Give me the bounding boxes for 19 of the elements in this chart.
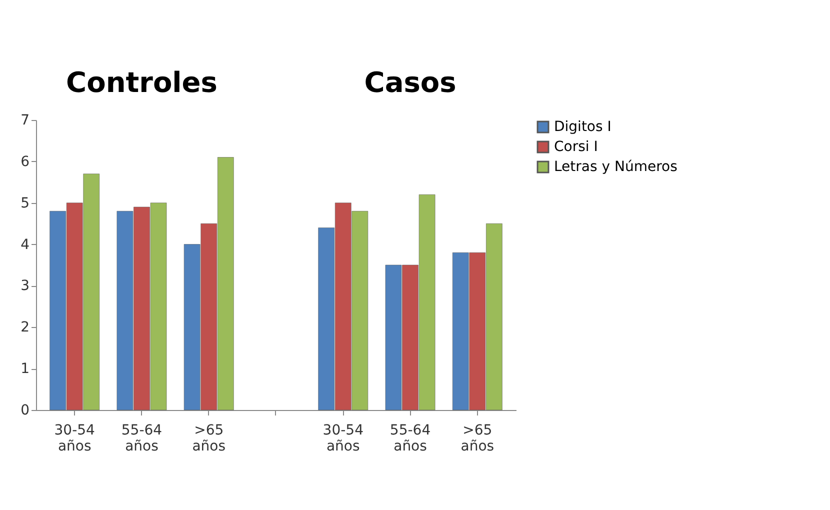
legend-label: Corsi I [554, 139, 598, 155]
y-tick-label: 5 [20, 195, 30, 212]
y-tick-label: 1 [20, 361, 30, 378]
x-tick-label: >65 años [460, 422, 494, 454]
text: Controles [66, 66, 218, 99]
y-tick-label: 3 [20, 278, 30, 294]
x-tick-label: 30-54 años [322, 422, 364, 454]
y-tick-label: 7 [20, 112, 30, 128]
text: Casos [364, 66, 456, 99]
x-tick-label: 30-54 años [54, 422, 96, 454]
y-tick-label: 2 [20, 320, 30, 336]
y-tick-label: 4 [20, 236, 30, 253]
legend-label: Letras y Números [554, 159, 678, 175]
x-tick-label: 55-64 años [390, 422, 431, 454]
y-tick-label: 6 [20, 154, 30, 170]
y-tick-label: 0 [20, 402, 30, 418]
x-tick-label: 55-64 años [121, 422, 162, 454]
x-tick-label: >65 años [192, 422, 226, 454]
legend-label: Digitos I [554, 119, 612, 135]
